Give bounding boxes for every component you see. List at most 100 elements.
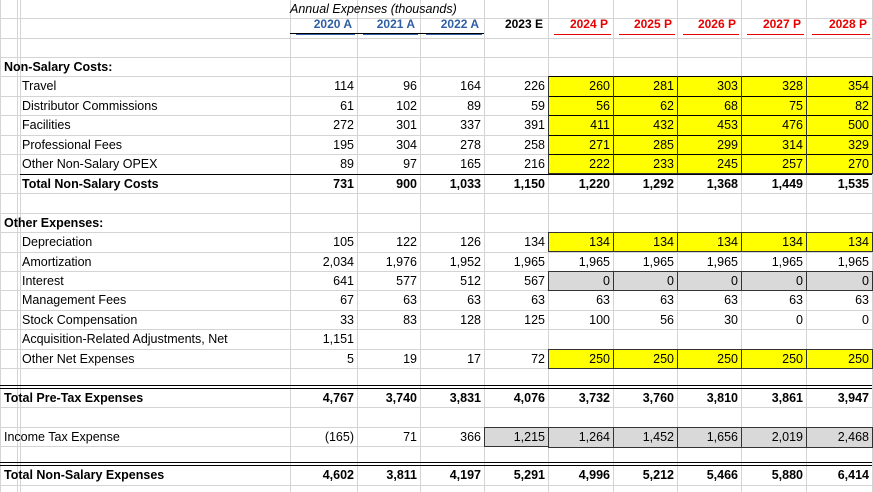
value-cell[interactable]: 1,452 — [642, 429, 674, 444]
column-header-1[interactable]: 2020 A — [313, 17, 352, 31]
value-cell[interactable]: 67 — [340, 293, 354, 308]
value-cell[interactable]: 314 — [782, 137, 803, 152]
row-label[interactable]: Total Pre-Tax Expenses — [4, 390, 144, 405]
value-cell[interactable]: 366 — [460, 429, 481, 444]
value-cell[interactable]: 1,150 — [513, 176, 545, 191]
row-label[interactable]: Other Net Expenses — [22, 351, 135, 366]
value-cell[interactable] — [741, 330, 806, 349]
value-cell[interactable]: 3,861 — [771, 390, 803, 405]
row-label[interactable]: Non-Salary Costs: — [4, 60, 113, 74]
value-cell[interactable]: 33 — [340, 312, 354, 327]
value-cell[interactable]: 5 — [347, 351, 354, 366]
value-cell[interactable]: 0 — [667, 273, 674, 288]
value-cell[interactable]: 63 — [531, 293, 545, 308]
value-cell[interactable]: 337 — [460, 118, 481, 133]
value-cell[interactable]: 257 — [782, 157, 803, 172]
value-cell[interactable]: 3,810 — [706, 390, 738, 405]
value-cell[interactable]: 1,292 — [642, 176, 674, 191]
value-cell[interactable]: 500 — [848, 118, 869, 133]
value-cell[interactable]: 100 — [589, 312, 610, 327]
value-cell[interactable]: 2,019 — [771, 429, 803, 444]
value-cell[interactable]: 114 — [334, 79, 354, 94]
row-label[interactable]: Professional Fees — [22, 137, 123, 152]
row-label[interactable]: Stock Compensation — [22, 312, 138, 327]
value-cell[interactable]: 97 — [403, 157, 417, 172]
value-cell[interactable]: 301 — [396, 118, 417, 133]
value-cell[interactable]: 105 — [333, 235, 354, 250]
value-cell[interactable]: 299 — [717, 137, 738, 152]
value-cell[interactable]: 278 — [460, 137, 481, 152]
value-cell[interactable]: 641 — [333, 273, 354, 288]
value-cell[interactable]: 0 — [796, 312, 803, 327]
value-cell[interactable]: 19 — [403, 351, 417, 366]
value-cell[interactable]: 96 — [403, 79, 417, 94]
value-cell[interactable]: 17 — [467, 351, 481, 366]
value-cell[interactable]: 134 — [848, 235, 869, 250]
value-cell[interactable]: 125 — [524, 312, 545, 327]
value-cell[interactable]: 68 — [724, 98, 738, 113]
value-cell[interactable]: 304 — [396, 137, 417, 152]
value-cell[interactable]: 271 — [589, 137, 610, 152]
column-header-7[interactable]: 2026 P — [697, 17, 736, 31]
value-cell[interactable] — [484, 330, 548, 349]
value-cell[interactable]: 2,468 — [837, 429, 869, 444]
value-cell[interactable]: 391 — [524, 118, 545, 133]
value-cell[interactable]: 250 — [589, 351, 610, 366]
value-cell[interactable]: 3,947 — [837, 390, 869, 405]
value-cell[interactable]: (165) — [324, 429, 354, 444]
value-cell[interactable]: 5,466 — [706, 468, 738, 483]
column-header-9[interactable]: 2028 P — [828, 17, 867, 31]
value-cell[interactable]: 72 — [531, 351, 545, 366]
value-cell[interactable]: 250 — [717, 351, 738, 366]
value-cell[interactable]: 303 — [717, 79, 738, 94]
value-cell[interactable]: 134 — [589, 235, 610, 250]
value-cell[interactable]: 329 — [848, 137, 869, 152]
value-cell[interactable]: 4,602 — [322, 468, 354, 483]
value-cell[interactable]: 126 — [460, 235, 481, 250]
value-cell[interactable]: 1,220 — [578, 176, 610, 191]
value-cell[interactable]: 4,197 — [449, 468, 481, 483]
value-cell[interactable]: 1,264 — [578, 429, 610, 444]
value-cell[interactable]: 1,033 — [449, 176, 481, 191]
value-cell[interactable]: 164 — [460, 79, 481, 94]
value-cell[interactable]: 63 — [724, 293, 738, 308]
value-cell[interactable]: 411 — [590, 118, 610, 133]
value-cell[interactable]: 1,368 — [706, 176, 738, 191]
value-cell[interactable]: 1,952 — [449, 254, 481, 269]
value-cell[interactable]: 1,965 — [578, 254, 610, 269]
row-label[interactable]: Income Tax Expense — [4, 429, 120, 444]
column-header-3[interactable]: 2022 A — [440, 17, 479, 31]
value-cell[interactable]: 82 — [855, 98, 869, 113]
value-cell[interactable]: 512 — [460, 273, 481, 288]
value-cell[interactable]: 61 — [340, 98, 354, 113]
value-cell[interactable]: 83 — [403, 312, 417, 327]
value-cell[interactable]: 233 — [653, 157, 674, 172]
value-cell[interactable]: 63 — [855, 293, 869, 308]
column-header-2[interactable]: 2021 A — [376, 17, 415, 31]
value-cell[interactable]: 62 — [660, 98, 674, 113]
value-cell[interactable]: 4,996 — [578, 468, 610, 483]
value-cell[interactable]: 71 — [403, 429, 417, 444]
column-header-6[interactable]: 2025 P — [633, 17, 672, 31]
value-cell[interactable]: 1,976 — [385, 254, 417, 269]
value-cell[interactable]: 216 — [524, 157, 545, 172]
row-label[interactable]: Travel — [22, 79, 57, 94]
value-cell[interactable]: 1,965 — [642, 254, 674, 269]
value-cell[interactable]: 134 — [782, 235, 803, 250]
value-cell[interactable]: 250 — [653, 351, 674, 366]
value-cell[interactable]: 1,535 — [837, 176, 869, 191]
value-cell[interactable]: 577 — [396, 273, 417, 288]
value-cell[interactable]: 281 — [653, 79, 674, 94]
value-cell[interactable]: 1,656 — [706, 429, 738, 444]
value-cell[interactable]: 128 — [460, 312, 481, 327]
value-cell[interactable]: 272 — [333, 118, 354, 133]
value-cell[interactable]: 260 — [589, 79, 610, 94]
row-label[interactable]: Total Non-Salary Expenses — [4, 468, 165, 483]
column-header-8[interactable]: 2027 P — [762, 17, 801, 31]
value-cell[interactable]: 4,076 — [513, 390, 545, 405]
value-cell[interactable]: 731 — [333, 176, 354, 191]
value-cell[interactable]: 1,965 — [771, 254, 803, 269]
value-cell[interactable]: 89 — [467, 98, 481, 113]
value-cell[interactable] — [357, 330, 420, 349]
value-cell[interactable]: 89 — [340, 157, 354, 172]
